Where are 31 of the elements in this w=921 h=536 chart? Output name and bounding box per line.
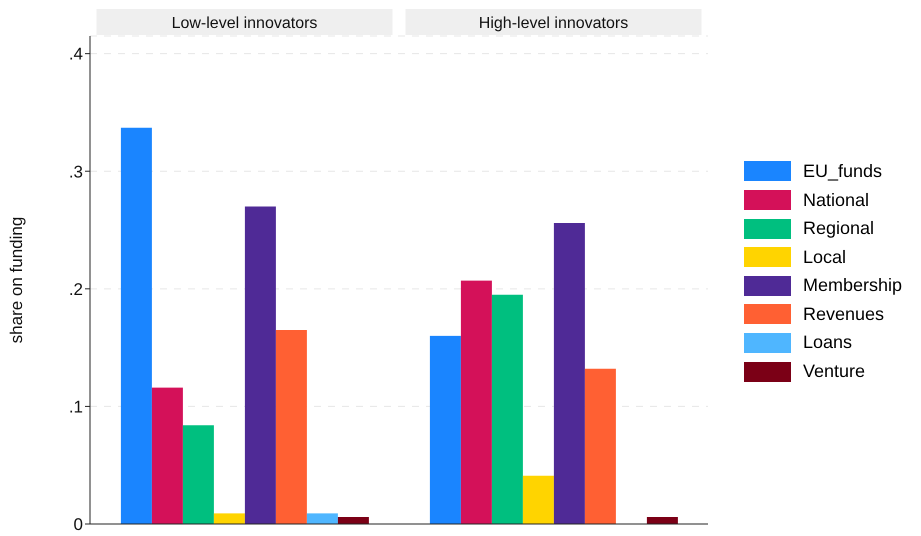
legend-label: Local <box>803 246 846 268</box>
bar <box>244 206 276 524</box>
y-tick-label: .1 <box>68 397 83 416</box>
legend-label: Regional <box>803 218 874 240</box>
bar <box>306 513 338 524</box>
y-tick-label: .3 <box>68 162 83 182</box>
legend-label: Loans <box>803 332 852 354</box>
legend-label: EU_funds <box>803 160 882 182</box>
legend-label: National <box>803 190 870 211</box>
y-tick-label: .4 <box>68 44 83 64</box>
bar <box>276 330 307 524</box>
legend-label: Revenues <box>803 304 884 325</box>
bar <box>554 222 585 524</box>
x-tick-label: Low-level innovators <box>172 15 318 32</box>
bar <box>338 516 369 524</box>
bar <box>584 368 616 524</box>
bar <box>214 513 245 524</box>
x-tick-label: High-level innovators <box>478 15 628 32</box>
y-tick-label: .2 <box>68 280 83 299</box>
bar <box>646 516 678 524</box>
bar <box>522 476 554 524</box>
bar <box>492 294 523 524</box>
bar <box>460 280 492 524</box>
bar <box>182 425 214 524</box>
legend-label: Venture <box>803 361 866 382</box>
bar <box>430 336 461 524</box>
legend-label: Membership <box>803 275 902 296</box>
bar <box>120 128 152 524</box>
y-axis-title: share on funding <box>7 216 26 344</box>
y-tick-label: 0 <box>74 515 83 534</box>
bar <box>152 388 183 524</box>
